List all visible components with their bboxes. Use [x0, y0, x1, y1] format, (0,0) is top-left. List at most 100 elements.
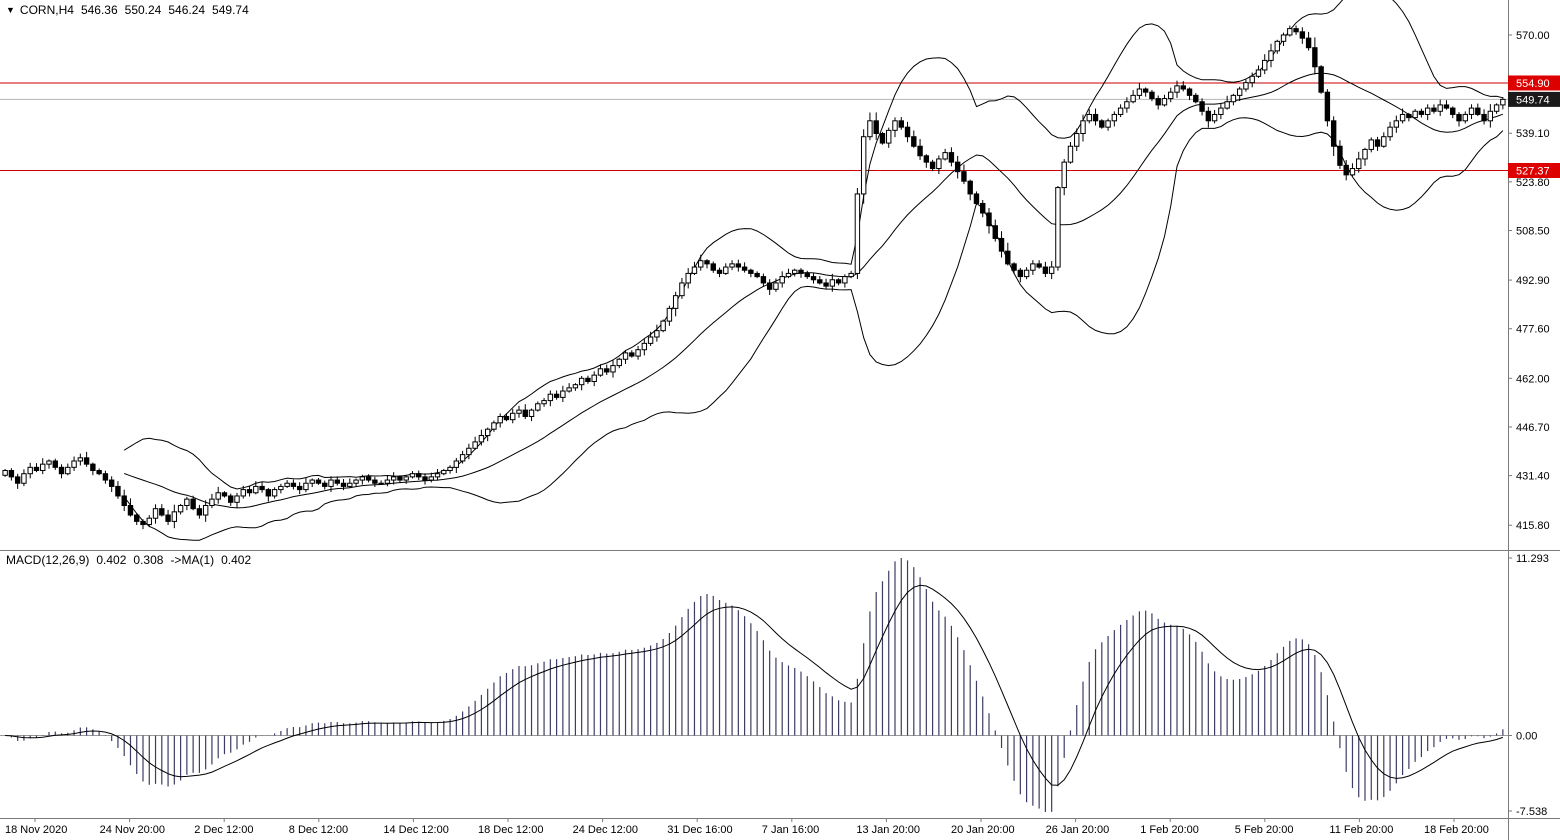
candle: [942, 152, 948, 160]
candle: [510, 412, 516, 421]
candle: [1293, 28, 1299, 33]
candle: [917, 145, 923, 157]
candle: [1005, 250, 1011, 265]
time-axis-label: 18 Feb 20:00: [1424, 824, 1489, 836]
candle: [585, 377, 591, 383]
candle: [215, 492, 221, 500]
candle: [146, 517, 152, 526]
candle: [140, 520, 146, 526]
time-axis-label: 2 Dec 12:00: [194, 824, 253, 836]
candle: [741, 266, 748, 271]
candle: [202, 504, 209, 516]
candle: [447, 466, 453, 472]
candle: [1099, 120, 1105, 128]
candle: [228, 495, 234, 503]
candle: [253, 485, 259, 494]
candle: [1155, 98, 1161, 106]
time-axis-label: 14 Dec 12:00: [383, 824, 448, 836]
candle: [547, 393, 554, 402]
candle: [1142, 88, 1149, 93]
candle: [90, 463, 96, 472]
candle: [127, 504, 134, 516]
candle: [1236, 88, 1243, 96]
candle: [1224, 101, 1230, 109]
candle: [309, 479, 315, 484]
candle: [616, 358, 622, 367]
candle: [773, 282, 779, 290]
candle: [27, 466, 33, 475]
candle: [466, 447, 472, 456]
candle: [177, 504, 184, 513]
candle: [134, 514, 140, 522]
candle: [1393, 120, 1400, 128]
bollinger-middle-line: [124, 72, 1504, 509]
candle: [1111, 113, 1118, 122]
candle: [278, 485, 284, 491]
candle: [1450, 107, 1456, 115]
level-price-badge[interactable]: [1508, 163, 1560, 178]
ohlc-open: 546.36: [80, 3, 118, 17]
candle: [992, 225, 998, 239]
candle: [428, 476, 434, 481]
candle: [867, 120, 873, 138]
candle: [503, 415, 510, 421]
candle: [33, 466, 40, 472]
candle: [290, 482, 297, 487]
candle: [1337, 145, 1343, 166]
candle: [1399, 113, 1406, 122]
candle: [892, 120, 898, 131]
candle: [334, 479, 340, 484]
current-price-badge[interactable]: [1508, 91, 1560, 107]
price-axis[interactable]: 570.00 539.10 523.80 508.50 492.90 477.60 462.…: [1508, 30, 1550, 532]
candle: [1462, 113, 1468, 122]
time-axis-label: 13 Jan 20:00: [856, 824, 920, 836]
candle: [716, 269, 723, 274]
candle: [1443, 104, 1450, 109]
candle: [904, 126, 911, 138]
candle: [528, 409, 535, 417]
macd-axis-label: -7.538: [1516, 806, 1547, 818]
level-price-badge-label: 554.90: [1516, 78, 1550, 90]
candle: [347, 482, 353, 487]
level-lines[interactable]: [0, 82, 1508, 171]
candle: [1149, 91, 1155, 100]
candle: [221, 492, 228, 497]
macd-axis[interactable]: 11.293 0.00 -7.538: [1508, 553, 1549, 818]
candle: [340, 482, 347, 487]
candle: [1262, 59, 1268, 71]
macd-signal-line: [5, 584, 1504, 786]
candle: [1268, 50, 1274, 61]
macd-ma-label: ->MA(1): [170, 553, 215, 567]
candle: [1299, 31, 1306, 39]
chart-dropdown-icon[interactable]: ▼: [6, 5, 15, 15]
candle: [1174, 85, 1180, 93]
candle: [1230, 94, 1237, 103]
candle: [1362, 148, 1368, 160]
candle: [1023, 269, 1030, 278]
ohlc-high: 550.24: [124, 3, 162, 17]
candles: [2, 25, 1506, 530]
macd-axis-label: 11.293: [1516, 553, 1549, 565]
candle: [672, 295, 679, 309]
level-price-badge[interactable]: [1508, 75, 1560, 91]
candle: [1205, 110, 1212, 122]
candle: [434, 473, 441, 478]
candle: [96, 470, 102, 475]
candle: [1086, 113, 1092, 122]
bollinger-lower-line: [123, 117, 1504, 541]
candle: [359, 476, 366, 481]
macd-axis-label: 0.00: [1516, 730, 1537, 742]
candle: [328, 479, 334, 487]
candle: [647, 336, 654, 344]
candle: [484, 428, 491, 437]
time-axis[interactable]: 18 Nov 2020 24 Nov 20:00 2 Dec 12:00 8 Dec …: [5, 818, 1489, 836]
candle: [804, 272, 810, 278]
candle: [390, 476, 397, 481]
candle: [83, 457, 90, 465]
candle: [723, 266, 729, 274]
candle: [986, 212, 992, 227]
candle: [578, 377, 585, 386]
